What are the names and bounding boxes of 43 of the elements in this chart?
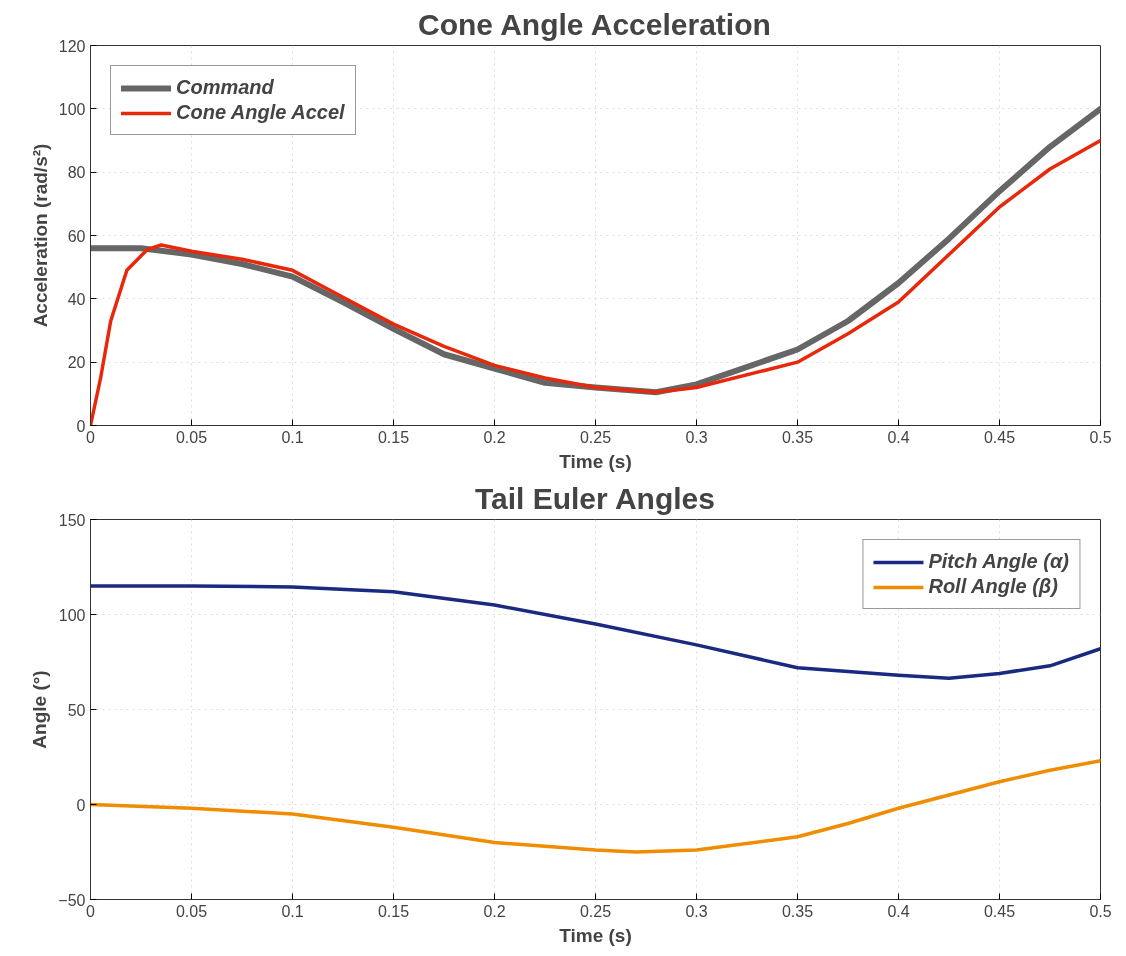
y-tick-label: 100: [58, 606, 86, 624]
x-tick-label: 0.1: [281, 428, 304, 446]
legend-label: Command: [176, 76, 274, 99]
x-tick-label: 0.5: [1089, 902, 1112, 920]
y-tick-label: −50: [58, 891, 86, 909]
y-tick-label: 20: [67, 354, 86, 372]
y-tick-label: 60: [67, 227, 86, 245]
x-tick-label: 0.05: [175, 902, 208, 920]
y-tick-label: 120: [58, 37, 86, 55]
legend-label: Pitch Angle (α): [928, 550, 1069, 573]
x-tick-label: 0.4: [887, 902, 910, 920]
x-axis-title: Time (s): [559, 924, 632, 946]
y-tick-label: 40: [67, 290, 86, 308]
x-tick-label: 0.15: [377, 428, 410, 446]
y-axis-title: Angle (°): [29, 670, 51, 749]
x-axis-title: Time (s): [559, 450, 632, 472]
chart-title: Tail Euler Angles: [474, 481, 715, 515]
x-tick-label: 0.4: [887, 428, 910, 446]
legend-label: Cone Angle Accel: [176, 101, 345, 124]
x-tick-label: 0.45: [983, 902, 1016, 920]
x-tick-label: 0.35: [781, 428, 814, 446]
line-series: [90, 759, 1101, 854]
x-tick-label: 0.25: [579, 902, 612, 920]
x-tick-label: 0.2: [483, 902, 506, 920]
y-tick-label: 100: [58, 100, 86, 118]
x-tick-label: 0.05: [175, 428, 208, 446]
x-tick-label: 0.25: [579, 428, 612, 446]
x-tick-label: 0.3: [685, 902, 708, 920]
y-tick-label: 80: [67, 164, 86, 182]
x-tick-label: 0.15: [377, 902, 410, 920]
x-tick-label: 0.1: [281, 902, 304, 920]
y-tick-label: 0: [76, 417, 86, 435]
x-tick-label: 0.35: [781, 902, 814, 920]
y-axis-title: Acceleration (rad/s²): [29, 143, 51, 328]
x-tick-label: 0.45: [983, 428, 1016, 446]
legend-label: Roll Angle (β): [928, 575, 1058, 598]
x-tick-label: 0.5: [1089, 428, 1112, 446]
chart-title: Cone Angle Acceleration: [417, 7, 771, 41]
y-tick-label: 0: [76, 796, 86, 814]
y-tick-label: 50: [67, 701, 86, 719]
y-tick-label: 150: [58, 511, 86, 529]
x-tick-label: 0.2: [483, 428, 506, 446]
x-tick-label: 0.3: [685, 428, 708, 446]
